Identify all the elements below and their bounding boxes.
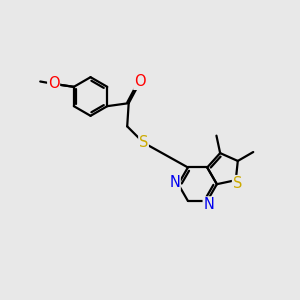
Text: N: N <box>169 175 180 190</box>
Text: S: S <box>139 135 148 150</box>
Text: S: S <box>232 176 242 190</box>
Text: N: N <box>203 197 214 212</box>
Text: O: O <box>134 74 146 89</box>
Text: O: O <box>48 76 59 92</box>
